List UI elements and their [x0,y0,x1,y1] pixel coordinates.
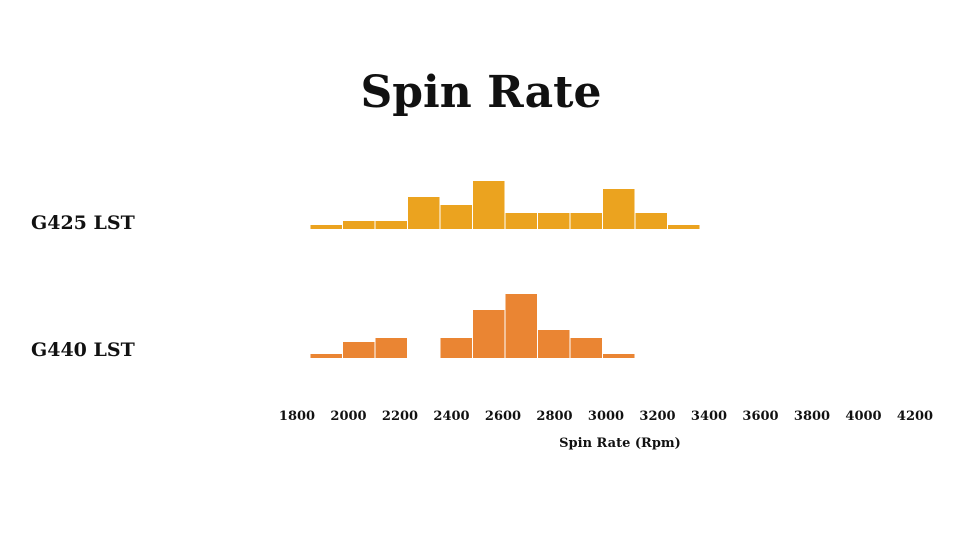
g425-lst-bar-2250 [408,197,440,229]
g425-lst-histogram [310,181,700,229]
g425-lst-bar-3000 [603,189,635,229]
g425-lst-bar-1875 [310,225,342,229]
x-tick-3400: 3400 [691,409,727,424]
series-label-g425-lst: G425 LST [31,212,135,234]
x-tick-2600: 2600 [485,409,521,424]
x-tick-3200: 3200 [639,409,675,424]
x-tick-2400: 2400 [433,409,469,424]
g440-lst-histogram [310,294,635,358]
chart-title: Spin Rate [361,67,602,118]
x-axis-label: Spin Rate (Rpm) [559,436,681,451]
x-tick-3800: 3800 [794,409,830,424]
g440-lst-bar-2000 [343,342,375,358]
g440-lst-bar-2875 [570,338,602,358]
g440-lst-bar-2125 [375,338,407,358]
g425-lst-bar-2375 [440,205,472,229]
g425-lst-bar-2125 [375,221,407,229]
g425-lst-bar-2500 [473,181,505,229]
g440-lst-bar-2375 [440,338,472,358]
g425-lst-bar-2875 [570,213,602,229]
x-tick-2000: 2000 [330,409,366,424]
g440-lst-bar-2750 [538,330,570,358]
x-axis-tick-labels: 1800 2000 2200 2400 2600 2800 3000 3200 3400 3600… [279,409,933,424]
g440-lst-bar-1875 [310,354,342,358]
g425-lst-bar-2750 [538,213,570,229]
g440-lst-bar-2625 [505,294,537,358]
g425-lst-bar-3250 [668,225,700,229]
x-tick-3600: 3600 [742,409,778,424]
series-label-g440-lst: G440 LST [31,339,135,361]
x-tick-3000: 3000 [588,409,624,424]
x-tick-2200: 2200 [382,409,418,424]
x-tick-1800: 1800 [279,409,315,424]
g440-lst-bar-3000 [603,354,635,358]
g425-lst-bar-3125 [635,213,667,229]
g425-lst-bar-2000 [343,221,375,229]
g440-lst-bar-2500 [473,310,505,358]
x-tick-2800: 2800 [536,409,572,424]
g425-lst-bar-2625 [505,213,537,229]
x-tick-4000: 4000 [845,409,881,424]
x-tick-4200: 4200 [897,409,933,424]
